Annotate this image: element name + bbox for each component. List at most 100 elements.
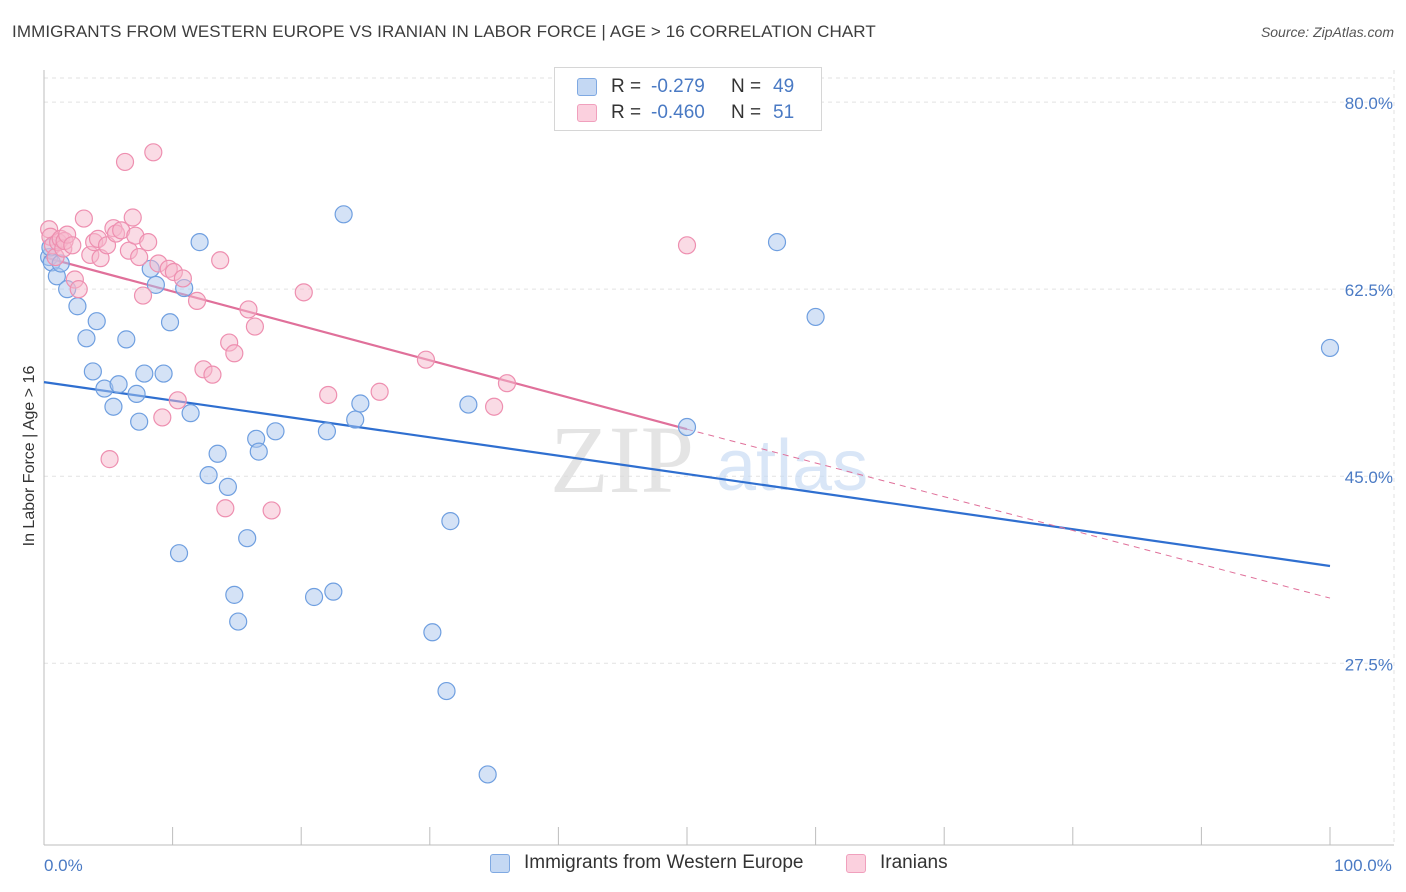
point-iranians: [245, 317, 265, 336]
point-western-europe: [154, 364, 173, 383]
series-swatch-pink: [846, 853, 866, 873]
legend-n-value: 51: [773, 102, 795, 123]
legend-r-value: -0.279: [651, 76, 705, 97]
legend-row-iranians: R = -0.460 N = 51: [577, 101, 794, 125]
trend-line-iranians: [686, 428, 1331, 599]
point-western-europe: [767, 233, 787, 252]
point-western-europe: [135, 364, 154, 383]
point-iranians: [130, 247, 149, 267]
point-western-europe: [181, 404, 200, 423]
point-western-europe: [423, 623, 442, 642]
legend-row-western-europe: R = -0.279 N = 49: [577, 75, 794, 99]
point-western-europe: [87, 312, 106, 331]
point-western-europe: [459, 395, 478, 414]
point-iranians: [74, 209, 93, 228]
point-western-europe: [238, 529, 257, 548]
point-western-europe: [169, 544, 189, 563]
point-western-europe: [249, 442, 268, 461]
legend-n-label: N =: [731, 102, 762, 123]
trend-line-western-europe: [43, 381, 1331, 568]
point-iranians: [225, 344, 244, 363]
stats-legend: R = -0.279 N = 49 R = -0.460 N = 51: [554, 67, 822, 131]
legend-n-value: 49: [773, 76, 795, 97]
source-credit: Source: ZipAtlas.com: [1260, 24, 1394, 40]
point-iranians: [100, 450, 119, 469]
legend-r-label: R =: [611, 102, 642, 123]
point-western-europe: [127, 384, 146, 403]
point-western-europe: [104, 397, 123, 416]
point-iranians: [173, 269, 192, 288]
point-western-europe: [324, 582, 343, 601]
point-western-europe: [317, 422, 337, 441]
tick-labels-layer: 80.0% 62.5% 45.0% 27.5% 0.0% 100.0%: [44, 94, 1393, 875]
point-iranians: [211, 251, 230, 270]
point-iranians: [262, 501, 281, 520]
point-western-europe: [346, 410, 365, 429]
point-western-europe: [806, 307, 825, 327]
point-iranians: [153, 408, 172, 427]
point-western-europe: [160, 313, 180, 332]
point-western-europe: [218, 477, 237, 496]
point-iranians: [294, 283, 313, 302]
point-western-europe: [677, 417, 697, 437]
point-iranians: [216, 499, 235, 518]
point-western-europe: [77, 329, 96, 348]
legend-r-value: -0.460: [651, 102, 705, 123]
legend-n-label: N =: [731, 76, 762, 97]
point-western-europe: [190, 233, 209, 252]
point-western-europe: [441, 512, 460, 531]
series-legend-iranians: Iranians: [846, 852, 948, 874]
point-iranians: [497, 374, 517, 393]
point-western-europe: [351, 394, 370, 413]
point-iranians: [115, 152, 135, 172]
y-tick-label: 80.0%: [1345, 94, 1393, 113]
point-iranians: [239, 300, 258, 319]
series-legend: Immigrants from Western Europe Iranians: [0, 852, 1406, 878]
legend-r-label: R =: [611, 76, 642, 97]
point-western-europe: [225, 585, 244, 604]
point-iranians: [123, 208, 142, 227]
point-western-europe: [304, 587, 324, 607]
point-iranians: [144, 143, 163, 162]
point-iranians: [370, 382, 389, 401]
series-legend-label: Immigrants from Western Europe: [524, 852, 804, 873]
point-iranians: [168, 391, 187, 410]
series-legend-label: Iranians: [880, 852, 948, 873]
watermark-atlas: atlas: [716, 426, 868, 506]
point-iranians: [319, 385, 338, 405]
y-axis-label: In Labor Force | Age > 16: [21, 366, 38, 547]
point-iranians: [187, 291, 207, 310]
point-western-europe: [437, 681, 456, 701]
y-tick-label: 62.5%: [1345, 281, 1393, 300]
watermark-zip: ZIP: [550, 406, 694, 513]
point-western-europe: [68, 297, 87, 316]
point-western-europe: [229, 612, 248, 631]
point-iranians: [677, 236, 697, 255]
series-swatch-blue: [490, 853, 510, 873]
point-western-europe: [109, 375, 128, 394]
point-western-europe: [478, 765, 497, 784]
point-iranians: [133, 286, 153, 305]
legend-swatch-blue: [577, 78, 597, 96]
point-iranians: [416, 350, 436, 369]
point-western-europe: [130, 412, 149, 431]
point-iranians: [139, 233, 158, 252]
point-iranians: [203, 365, 222, 384]
point-western-europe: [1320, 338, 1340, 358]
legend-swatch-pink: [577, 104, 597, 122]
x-tick-label: 0.0%: [44, 856, 83, 875]
point-western-europe: [83, 362, 102, 381]
x-tick-label: 100.0%: [1334, 856, 1392, 875]
axes-layer: [43, 70, 1394, 846]
point-western-europe: [334, 205, 353, 224]
point-iranians: [69, 280, 88, 299]
y-tick-label: 27.5%: [1345, 655, 1393, 674]
point-western-europe: [266, 422, 285, 441]
point-western-europe: [146, 275, 165, 294]
point-western-europe: [208, 444, 227, 463]
series-legend-western-europe: Immigrants from Western Europe: [490, 852, 803, 874]
point-western-europe: [199, 466, 218, 485]
point-iranians: [63, 236, 82, 255]
chart-title: IMMIGRANTS FROM WESTERN EUROPE VS IRANIA…: [12, 22, 876, 41]
